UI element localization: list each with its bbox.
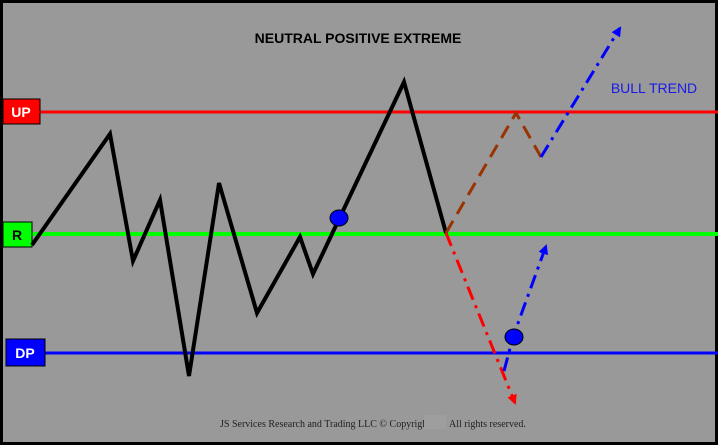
up-level-tag: UP (2, 98, 41, 125)
price-path (30, 76, 448, 377)
brown-projection-path (444, 109, 543, 234)
bull-trend-arrow (539, 26, 622, 158)
rebound-marker (504, 328, 524, 346)
r-level-tag: R (2, 221, 33, 248)
breakout-marker (329, 209, 349, 227)
red-down-arrow (444, 232, 517, 405)
bull-trend-label: BULL TREND (611, 80, 697, 96)
chart-title: NEUTRAL POSITIVE EXTREME (255, 30, 462, 46)
plot-area (3, 3, 715, 442)
footer-logo-placeholder (424, 415, 446, 429)
footer-copyright: JS Services Research and Trading LLC © C… (220, 419, 430, 430)
dp-level-tag: DP (5, 338, 46, 367)
dp-level-label: DP (15, 345, 34, 361)
up-level-label: UP (11, 104, 30, 120)
footer-rights: All rights reserved. (449, 419, 526, 430)
r-level-label: R (12, 227, 22, 243)
